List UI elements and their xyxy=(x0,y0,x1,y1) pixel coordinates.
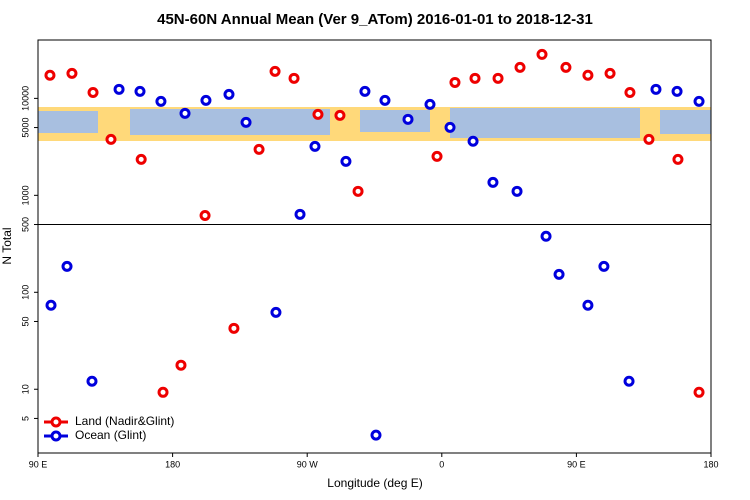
data-point xyxy=(223,88,235,100)
data-point xyxy=(87,86,99,98)
y-tick-label: 100 xyxy=(20,285,30,300)
data-point xyxy=(228,322,240,334)
data-point xyxy=(113,83,125,95)
data-point xyxy=(270,306,282,318)
data-point xyxy=(340,155,352,167)
legend-label: Ocean (Glint) xyxy=(75,428,146,442)
data-point xyxy=(643,133,655,145)
legend-label: Land (Nadir&Glint) xyxy=(75,414,174,428)
data-point xyxy=(469,72,481,84)
data-point xyxy=(431,150,443,162)
plot-frame xyxy=(37,39,712,454)
data-point xyxy=(44,69,56,81)
data-point xyxy=(492,72,504,84)
data-point xyxy=(240,116,252,128)
y-tick-label: 5000 xyxy=(20,118,30,138)
x-tick-label: 90 W xyxy=(297,459,319,469)
data-point xyxy=(671,85,683,97)
data-point xyxy=(157,386,169,398)
data-point xyxy=(288,72,300,84)
data-point xyxy=(604,67,616,79)
data-point xyxy=(312,108,324,120)
data-point xyxy=(135,153,147,165)
data-point xyxy=(598,260,610,272)
data-point xyxy=(693,386,705,398)
x-tick-label: 0 xyxy=(439,459,444,469)
data-point xyxy=(179,107,191,119)
data-point xyxy=(309,140,321,152)
data-point xyxy=(511,185,523,197)
data-point xyxy=(134,85,146,97)
data-point xyxy=(487,176,499,188)
y-tick-label: 50 xyxy=(20,316,30,326)
data-point xyxy=(86,375,98,387)
data-point xyxy=(402,113,414,125)
map-strip xyxy=(38,107,711,141)
data-point xyxy=(514,61,526,73)
data-point xyxy=(582,299,594,311)
data-point xyxy=(540,230,552,242)
data-point xyxy=(253,143,265,155)
data-point xyxy=(672,153,684,165)
y-tick-label: 5 xyxy=(20,416,30,421)
data-point xyxy=(467,135,479,147)
data-point xyxy=(650,83,662,95)
data-point xyxy=(155,95,167,107)
y-tick-label: 10 xyxy=(20,384,30,394)
data-point xyxy=(379,94,391,106)
y-tick-label: 1000 xyxy=(20,185,30,205)
chart-title: 45N-60N Annual Mean (Ver 9_ATom) 2016-01… xyxy=(157,11,593,28)
data-point xyxy=(553,268,565,280)
data-point xyxy=(199,209,211,221)
data-point xyxy=(66,67,78,79)
data-point xyxy=(624,86,636,98)
data-point xyxy=(334,109,346,121)
data-point xyxy=(61,260,73,272)
data-point xyxy=(424,98,436,110)
x-tick-label: 90 E xyxy=(29,459,48,469)
data-point xyxy=(294,208,306,220)
x-tick-label: 180 xyxy=(165,459,180,469)
data-point xyxy=(269,65,281,77)
data-point xyxy=(175,359,187,371)
x-tick-label: 90 E xyxy=(567,459,586,469)
legend-marker xyxy=(50,430,62,442)
x-tick-label: 180 xyxy=(703,459,718,469)
data-point xyxy=(536,48,548,60)
data-point xyxy=(449,76,461,88)
y-axis-label: N Total xyxy=(0,227,14,264)
data-point xyxy=(560,61,572,73)
y-tick-label: 10000 xyxy=(20,86,30,111)
data-point xyxy=(352,185,364,197)
data-point xyxy=(370,429,382,441)
data-point xyxy=(359,85,371,97)
data-point xyxy=(623,375,635,387)
data-point xyxy=(200,94,212,106)
data-point xyxy=(693,95,705,107)
data-point xyxy=(582,69,594,81)
data-point xyxy=(105,133,117,145)
data-point xyxy=(45,299,57,311)
y-tick-label: 500 xyxy=(20,217,30,232)
legend-marker xyxy=(50,416,62,428)
data-point xyxy=(444,121,456,133)
x-axis-label: Longitude (deg E) xyxy=(327,476,422,490)
